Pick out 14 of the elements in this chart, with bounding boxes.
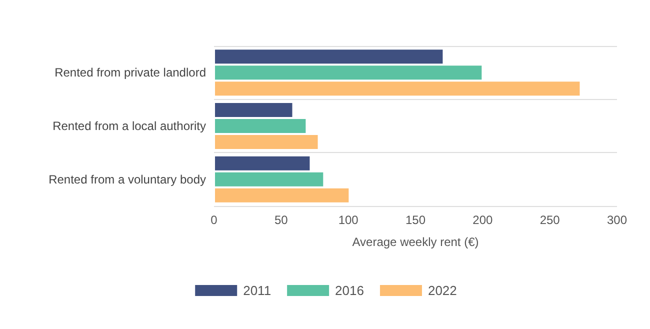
x-tick-label: 50 xyxy=(274,213,288,227)
x-tick-label: 100 xyxy=(338,213,359,227)
x-tick-label: 0 xyxy=(210,213,218,227)
y-tick-label: Rented from a local authority xyxy=(52,119,206,133)
y-tick-label: Rented from a voluntary body xyxy=(48,172,206,186)
x-tick-label: 250 xyxy=(540,213,560,227)
x-tick-label: 200 xyxy=(472,213,493,227)
x-tick-label: 150 xyxy=(405,213,426,227)
legend-label: 2016 xyxy=(335,283,364,298)
x-axis-title: Average weekly rent (€) xyxy=(352,235,479,249)
legend-label: 2011 xyxy=(243,283,272,298)
y-tick-label: Rented from private landlord xyxy=(54,66,206,80)
x-tick-label: 300 xyxy=(606,213,628,227)
legend-label: 2022 xyxy=(428,283,457,298)
